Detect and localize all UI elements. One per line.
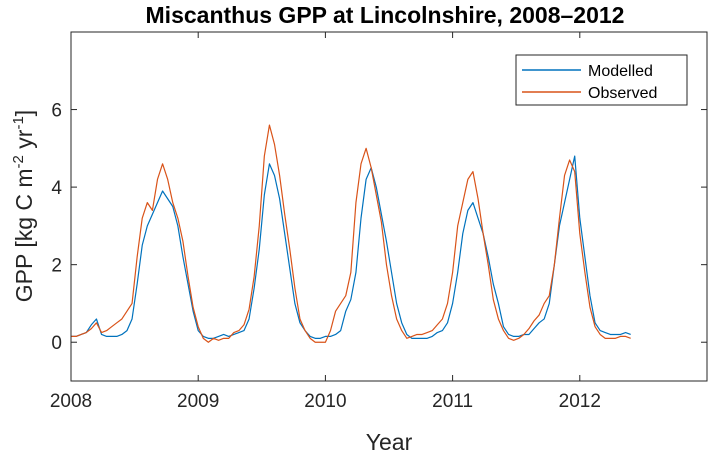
legend-box bbox=[515, 54, 688, 106]
y-axis: 0 2 4 6 bbox=[51, 101, 707, 354]
x-axis-label: Year bbox=[366, 429, 413, 454]
legend-label-modelled: Modelled bbox=[588, 63, 653, 80]
x-tick-label: 2008 bbox=[50, 391, 92, 412]
plot-frame bbox=[70, 31, 708, 382]
chart-title: Miscanthus GPP at Lincolnshire, 2008–201… bbox=[146, 2, 625, 28]
legend-label-observed: Observed bbox=[588, 85, 657, 102]
series-layer bbox=[71, 124, 631, 343]
legend: Modelled Observed bbox=[515, 54, 688, 106]
y-tick-label: 6 bbox=[51, 101, 62, 122]
y-tick-label: 2 bbox=[51, 256, 62, 277]
x-tick-label: 2010 bbox=[304, 391, 346, 412]
x-tick-label: 2012 bbox=[559, 391, 601, 412]
series-line-observed bbox=[71, 124, 631, 343]
series-line-modelled bbox=[71, 155, 631, 339]
y-tick-label: 4 bbox=[51, 178, 62, 199]
x-tick-label: 2011 bbox=[432, 391, 473, 412]
y-tick-label: 0 bbox=[51, 333, 62, 354]
y-axis-label: GPP [kg C m-2 yr-1] bbox=[10, 110, 37, 302]
x-tick-label: 2009 bbox=[177, 391, 219, 412]
x-axis: 2008 2009 2010 2011 2012 bbox=[50, 32, 601, 412]
